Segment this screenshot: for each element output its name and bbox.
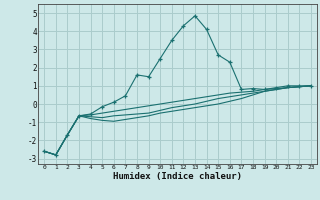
X-axis label: Humidex (Indice chaleur): Humidex (Indice chaleur): [113, 172, 242, 181]
